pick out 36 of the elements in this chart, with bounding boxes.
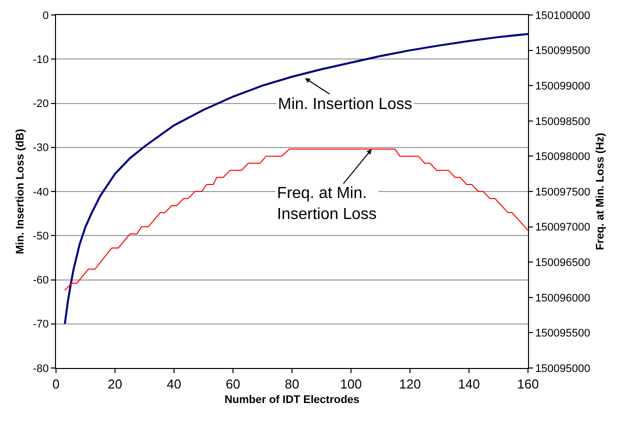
y-tick-label: -20 bbox=[32, 98, 49, 110]
y-tick-label: -30 bbox=[32, 142, 49, 154]
x-tick-label: 60 bbox=[226, 376, 240, 392]
x-tick-label: 100 bbox=[340, 376, 362, 392]
y2-tick-label: 150095000 bbox=[535, 362, 590, 375]
y2-tick-label: 150100000 bbox=[535, 10, 590, 22]
x-tick-label: 80 bbox=[284, 376, 300, 392]
y2-tick-label: 150096000 bbox=[535, 292, 590, 304]
y2-tick-label: 150095500 bbox=[535, 328, 590, 340]
y-axis-title: Min. Insertion Loss (dB) bbox=[14, 128, 27, 254]
line-series bbox=[64, 32, 528, 325]
annotation: Min. Insertion Loss bbox=[278, 96, 412, 113]
y-tick-label: -50 bbox=[32, 230, 49, 242]
y2-tick-label: 150098500 bbox=[535, 116, 590, 128]
y-tick-label: 0 bbox=[42, 10, 49, 22]
line-series bbox=[64, 148, 528, 291]
y2-tick-label: 150098000 bbox=[535, 151, 590, 164]
x-tick-label: 0 bbox=[52, 376, 60, 392]
y-tick-label: -10 bbox=[32, 54, 49, 66]
y-tick-label: -60 bbox=[32, 274, 49, 287]
x-tick-label: 40 bbox=[166, 376, 182, 392]
y2-tick-label: 150099000 bbox=[535, 80, 590, 92]
y2-tick-label: 150099500 bbox=[535, 45, 590, 58]
annotation: Freq. at Min. Insertion Loss bbox=[277, 185, 377, 223]
x-axis-title: Number of IDT Electrodes bbox=[224, 394, 360, 406]
y2-tick-label: 150097000 bbox=[535, 222, 590, 234]
y2-axis-title: Freq. at Min. Loss (Hz) bbox=[594, 132, 606, 250]
x-tick-label: 120 bbox=[399, 376, 421, 392]
y2-tick-label: 150096500 bbox=[535, 256, 590, 269]
x-tick-label: 160 bbox=[517, 376, 539, 392]
y-tick-label: -40 bbox=[32, 186, 49, 198]
x-tick-label: 140 bbox=[458, 376, 480, 392]
y2-tick-label: 150097500 bbox=[535, 186, 590, 198]
y-tick-label: -80 bbox=[32, 362, 49, 375]
y-tick-label: -70 bbox=[32, 318, 49, 331]
x-tick-label: 20 bbox=[108, 376, 122, 392]
